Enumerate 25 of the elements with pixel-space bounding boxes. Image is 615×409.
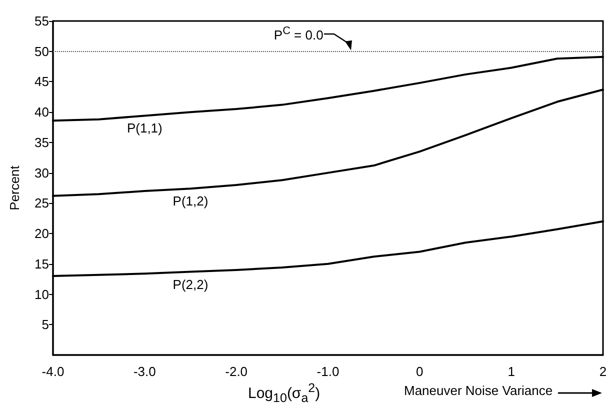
annotation: P$^{C}$ = 0.0 xyxy=(274,25,324,42)
text: Maneuver Noise Variance xyxy=(404,383,553,398)
y-tick-label: 15 xyxy=(34,256,49,272)
x-tick-label: -4.0 xyxy=(42,364,64,379)
y-tick-label: 55 xyxy=(34,14,49,28)
x-tick-label: 2 xyxy=(599,364,607,379)
y-tick-label: 45 xyxy=(34,74,49,90)
y-tick-label: 50 xyxy=(34,44,49,59)
y-tick-label: 20 xyxy=(34,226,49,242)
y-tick-label: 40 xyxy=(34,104,49,120)
x-tick-label: -1.0 xyxy=(316,364,340,379)
x-tick-label: -3.0 xyxy=(133,364,156,379)
y-axis-title: Percent xyxy=(7,165,22,210)
y-tick-label: 30 xyxy=(34,165,49,180)
x-tick-label: -2.0 xyxy=(225,364,248,379)
y-tick-label: 35 xyxy=(34,134,49,150)
y-tick-label: 10 xyxy=(34,286,49,302)
series-label: P(1,1) xyxy=(126,120,162,136)
x-axis-title: Log$_{10}$(σ$_{a}$$^{2}$) xyxy=(248,381,320,405)
y-tick-label: 5 xyxy=(42,317,49,332)
series-label: P(2,2) xyxy=(172,276,208,292)
series-label: P(1,2) xyxy=(172,194,208,209)
x-tick-label: 1 xyxy=(508,364,515,379)
y-tick-label: 25 xyxy=(34,196,49,211)
x-tick-label: 0 xyxy=(416,364,424,379)
